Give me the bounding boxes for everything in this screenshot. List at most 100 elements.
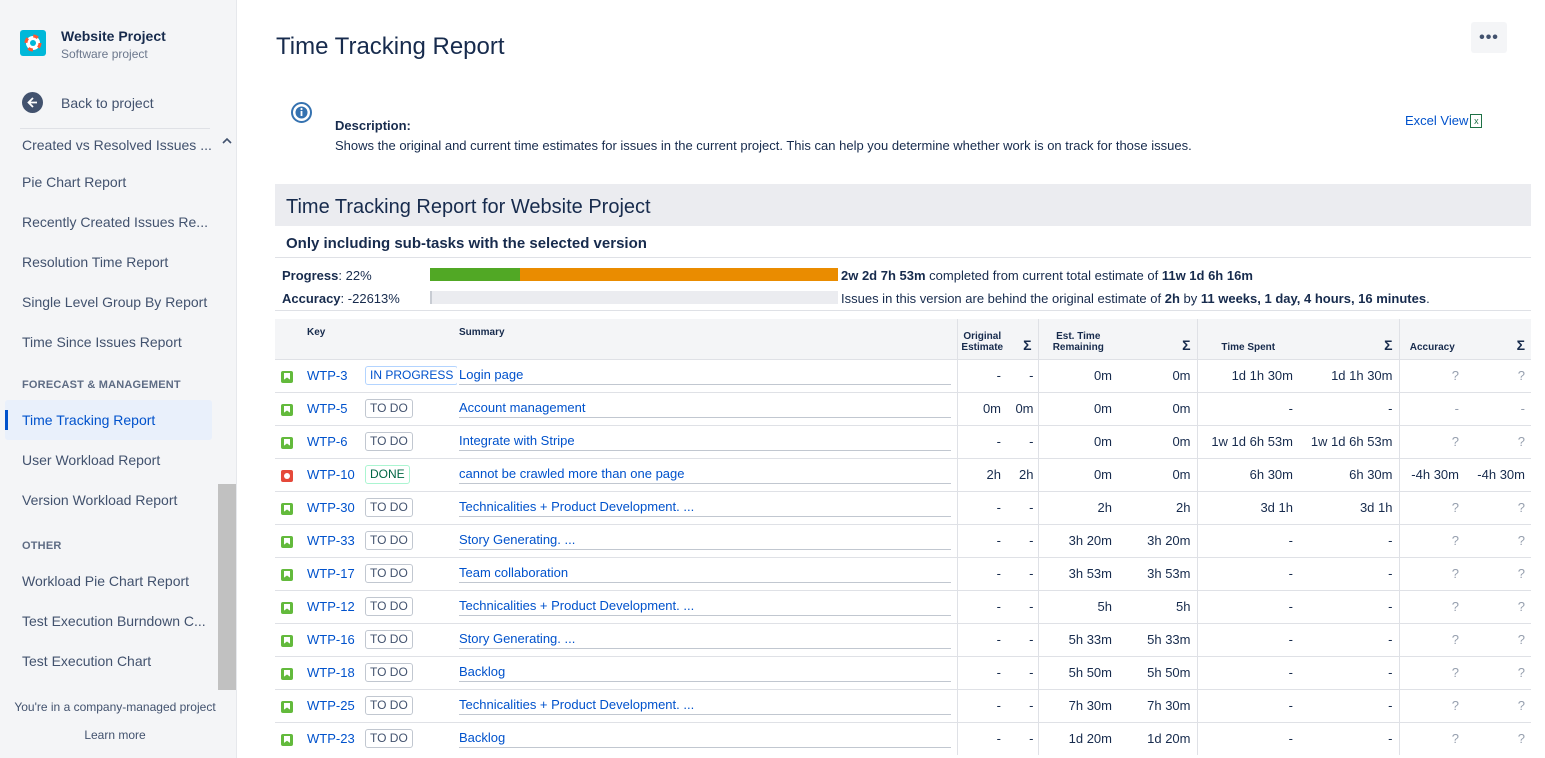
more-actions-button[interactable]: ••• [1471,22,1507,53]
issue-key-link[interactable]: WTP-18 [307,665,355,680]
time-spent-cell: - [1196,556,1299,590]
time-spent-sum-cell: - [1299,556,1399,590]
issue-key-cell: WTP-16 [301,622,361,656]
accuracy-bar-fill [430,291,432,304]
issue-summary-link[interactable]: Technicalities + Product Development. ..… [459,697,951,715]
col-summary[interactable]: Summary [457,319,957,359]
issue-summary-cell: Story Generating. ... [457,523,957,557]
accuracy-cell: -4h 30m [1398,457,1465,491]
issue-key-link[interactable]: WTP-33 [307,533,355,548]
col-key[interactable]: Key [301,319,361,359]
col-accuracy[interactable]: Accuracy [1398,319,1465,359]
status-badge: TO DO [365,399,413,418]
sidebar-item-resolution-time[interactable]: Resolution Time Report [22,254,169,270]
issue-summary-link[interactable]: Backlog [459,664,951,682]
issue-summary-link[interactable]: Account management [459,400,951,418]
progress-label: Progress [282,268,339,283]
remaining-cell: 5h 33m [1037,622,1118,656]
col-time-spent[interactable]: Time Spent [1196,319,1299,359]
issue-key-link[interactable]: WTP-16 [307,632,355,647]
learn-more-link[interactable]: Learn more [84,728,146,742]
progress-bar [430,268,838,281]
remaining-sum-cell: 7h 30m [1118,688,1197,722]
issue-summary-link[interactable]: Technicalities + Product Development. ..… [459,598,951,616]
original-estimate-sum-cell: - [1007,589,1038,623]
sidebar-item-time-tracking[interactable]: Time Tracking Report [5,400,212,440]
col-est-remaining[interactable]: Est. Time Remaining [1037,319,1118,359]
remaining-sum-cell: 0m [1118,424,1197,458]
issue-summary-link[interactable]: Login page [459,367,951,385]
excel-view-link[interactable]: Excel View x [1405,113,1483,128]
accuracy-original-estimate: 2h [1164,291,1180,306]
issue-key-link[interactable]: WTP-6 [307,434,348,449]
time-spent-sum-cell: - [1299,721,1399,755]
col-original-estimate[interactable]: Original Estimate [956,319,1007,359]
issue-summary-link[interactable]: Integrate with Stripe [459,433,951,451]
sidebar-item-pie-chart[interactable]: Pie Chart Report [22,174,127,190]
accuracy-cell: ? [1398,490,1465,524]
time-spent-sum-cell: - [1299,655,1399,689]
issue-summary-link[interactable]: Technicalities + Product Development. ..… [459,499,951,517]
bug-icon [281,469,293,482]
issue-summary-link[interactable]: Team collaboration [459,565,951,583]
issue-status-cell: DONE [361,457,457,491]
issue-key-cell: WTP-30 [301,490,361,524]
original-estimate-cell: - [956,721,1007,755]
accuracy-sum-cell: ? [1465,556,1531,590]
issue-summary-cell: Backlog [457,721,957,755]
original-estimate-sum-cell: - [1007,622,1038,656]
sidebar-divider [20,128,210,129]
sidebar-scrollbar-thumb[interactable] [218,484,236,690]
issue-summary-link[interactable]: Story Generating. ... [459,631,951,649]
sidebar-item-created-vs-resolved[interactable]: Created vs Resolved Issues ... [22,137,212,153]
issue-key-link[interactable]: WTP-17 [307,566,355,581]
issue-key-link[interactable]: WTP-12 [307,599,355,614]
accuracy-text-e: . [1426,291,1430,306]
sidebar-item-workload-pie[interactable]: Workload Pie Chart Report [22,573,190,589]
story-icon [281,733,293,746]
table-row: WTP-17 TO DO Team collaboration - -3h 53m 3h … [275,556,1531,590]
sidebar-item-recently-created[interactable]: Recently Created Issues Re... [22,214,208,230]
accuracy-text-a: Issues in this version are behind the or… [841,291,1165,306]
accuracy-sum-cell: ? [1465,655,1531,689]
issue-summary-link[interactable]: cannot be crawled more than one page [459,466,951,484]
accuracy-cell: ? [1398,622,1465,656]
sidebar-item-time-since-issues[interactable]: Time Since Issues Report [22,334,182,350]
issue-key-link[interactable]: WTP-10 [307,467,355,482]
remaining-sum-cell: 3h 20m [1118,523,1197,557]
issue-key-link[interactable]: WTP-25 [307,698,355,713]
project-logo-icon [20,30,46,56]
sidebar-item-user-workload[interactable]: User Workload Report [22,452,161,468]
project-name: Website Project [61,28,166,44]
issue-summary-cell: Technicalities + Product Development. ..… [457,490,957,524]
issue-key-link[interactable]: WTP-30 [307,500,355,515]
sidebar-item-test-execution-burndown[interactable]: Test Execution Burndown C... [22,613,206,629]
project-header[interactable]: Website Project Software project [20,28,166,61]
issue-status-cell: TO DO [361,523,457,557]
remaining-cell: 7h 30m [1037,688,1118,722]
issue-type-cell [275,721,301,755]
company-managed-note: You're in a company-managed project [14,700,216,714]
remaining-sum-cell: 1d 20m [1118,721,1197,755]
original-estimate-sum-cell: - [1007,358,1038,392]
table-row: WTP-10 DONE cannot be crawled more than on… [275,457,1531,491]
chevron-up-icon[interactable] [222,132,232,148]
original-estimate-cell: 2h [956,457,1007,491]
accuracy-label: Accuracy [282,291,341,306]
remaining-sum-cell: 5h 33m [1118,622,1197,656]
back-to-project-link[interactable]: Back to project [22,92,154,113]
sidebar-item-test-execution-chart[interactable]: Test Execution Chart [22,653,152,669]
issue-summary-link[interactable]: Backlog [459,730,951,748]
issue-summary-link[interactable]: Story Generating. ... [459,532,951,550]
issue-key-link[interactable]: WTP-3 [307,368,348,383]
issue-key-link[interactable]: WTP-5 [307,401,348,416]
sidebar-item-single-level-group[interactable]: Single Level Group By Report [22,294,208,310]
story-icon [281,502,293,515]
table-row: WTP-6 TO DO Integrate with Stripe - -0m 0m 1w … [275,424,1531,458]
issue-key-link[interactable]: WTP-23 [307,731,355,747]
sidebar-item-version-workload[interactable]: Version Workload Report [22,492,178,508]
sidebar-scrollbar[interactable] [218,128,236,690]
status-badge: TO DO [365,432,413,451]
col-est-remaining-b: Remaining [1052,341,1104,353]
original-estimate-cell: - [956,523,1007,557]
